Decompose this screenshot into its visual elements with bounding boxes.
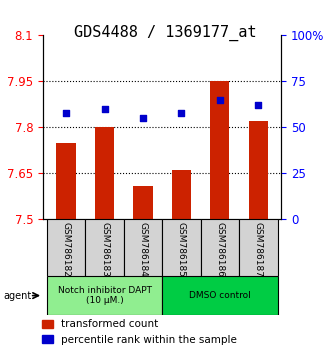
Text: GSM786184: GSM786184 bbox=[138, 222, 148, 277]
Bar bbox=[57, 143, 76, 219]
Bar bbox=[133, 186, 153, 219]
FancyBboxPatch shape bbox=[47, 276, 162, 315]
FancyBboxPatch shape bbox=[239, 219, 277, 276]
Point bbox=[140, 115, 146, 121]
Text: GSM786182: GSM786182 bbox=[62, 222, 71, 277]
FancyBboxPatch shape bbox=[162, 276, 277, 315]
Text: DMSO control: DMSO control bbox=[189, 291, 251, 300]
Text: agent: agent bbox=[3, 291, 31, 301]
Point bbox=[179, 110, 184, 115]
FancyBboxPatch shape bbox=[162, 219, 201, 276]
Legend: transformed count, percentile rank within the sample: transformed count, percentile rank withi… bbox=[38, 315, 241, 349]
Text: Notch inhibitor DAPT
(10 μM.): Notch inhibitor DAPT (10 μM.) bbox=[58, 286, 152, 305]
Text: GSM786186: GSM786186 bbox=[215, 222, 224, 277]
Point bbox=[256, 103, 261, 108]
Bar bbox=[249, 121, 268, 219]
Text: GDS4488 / 1369177_at: GDS4488 / 1369177_at bbox=[74, 25, 257, 41]
Bar bbox=[210, 81, 229, 219]
Bar bbox=[95, 127, 114, 219]
Text: GSM786183: GSM786183 bbox=[100, 222, 109, 277]
FancyBboxPatch shape bbox=[201, 219, 239, 276]
Point bbox=[102, 106, 107, 112]
Point bbox=[64, 110, 69, 115]
Text: GSM786185: GSM786185 bbox=[177, 222, 186, 277]
Text: GSM786187: GSM786187 bbox=[254, 222, 263, 277]
Point bbox=[217, 97, 222, 103]
FancyBboxPatch shape bbox=[85, 219, 124, 276]
Bar bbox=[172, 170, 191, 219]
FancyBboxPatch shape bbox=[47, 219, 85, 276]
FancyBboxPatch shape bbox=[124, 219, 162, 276]
